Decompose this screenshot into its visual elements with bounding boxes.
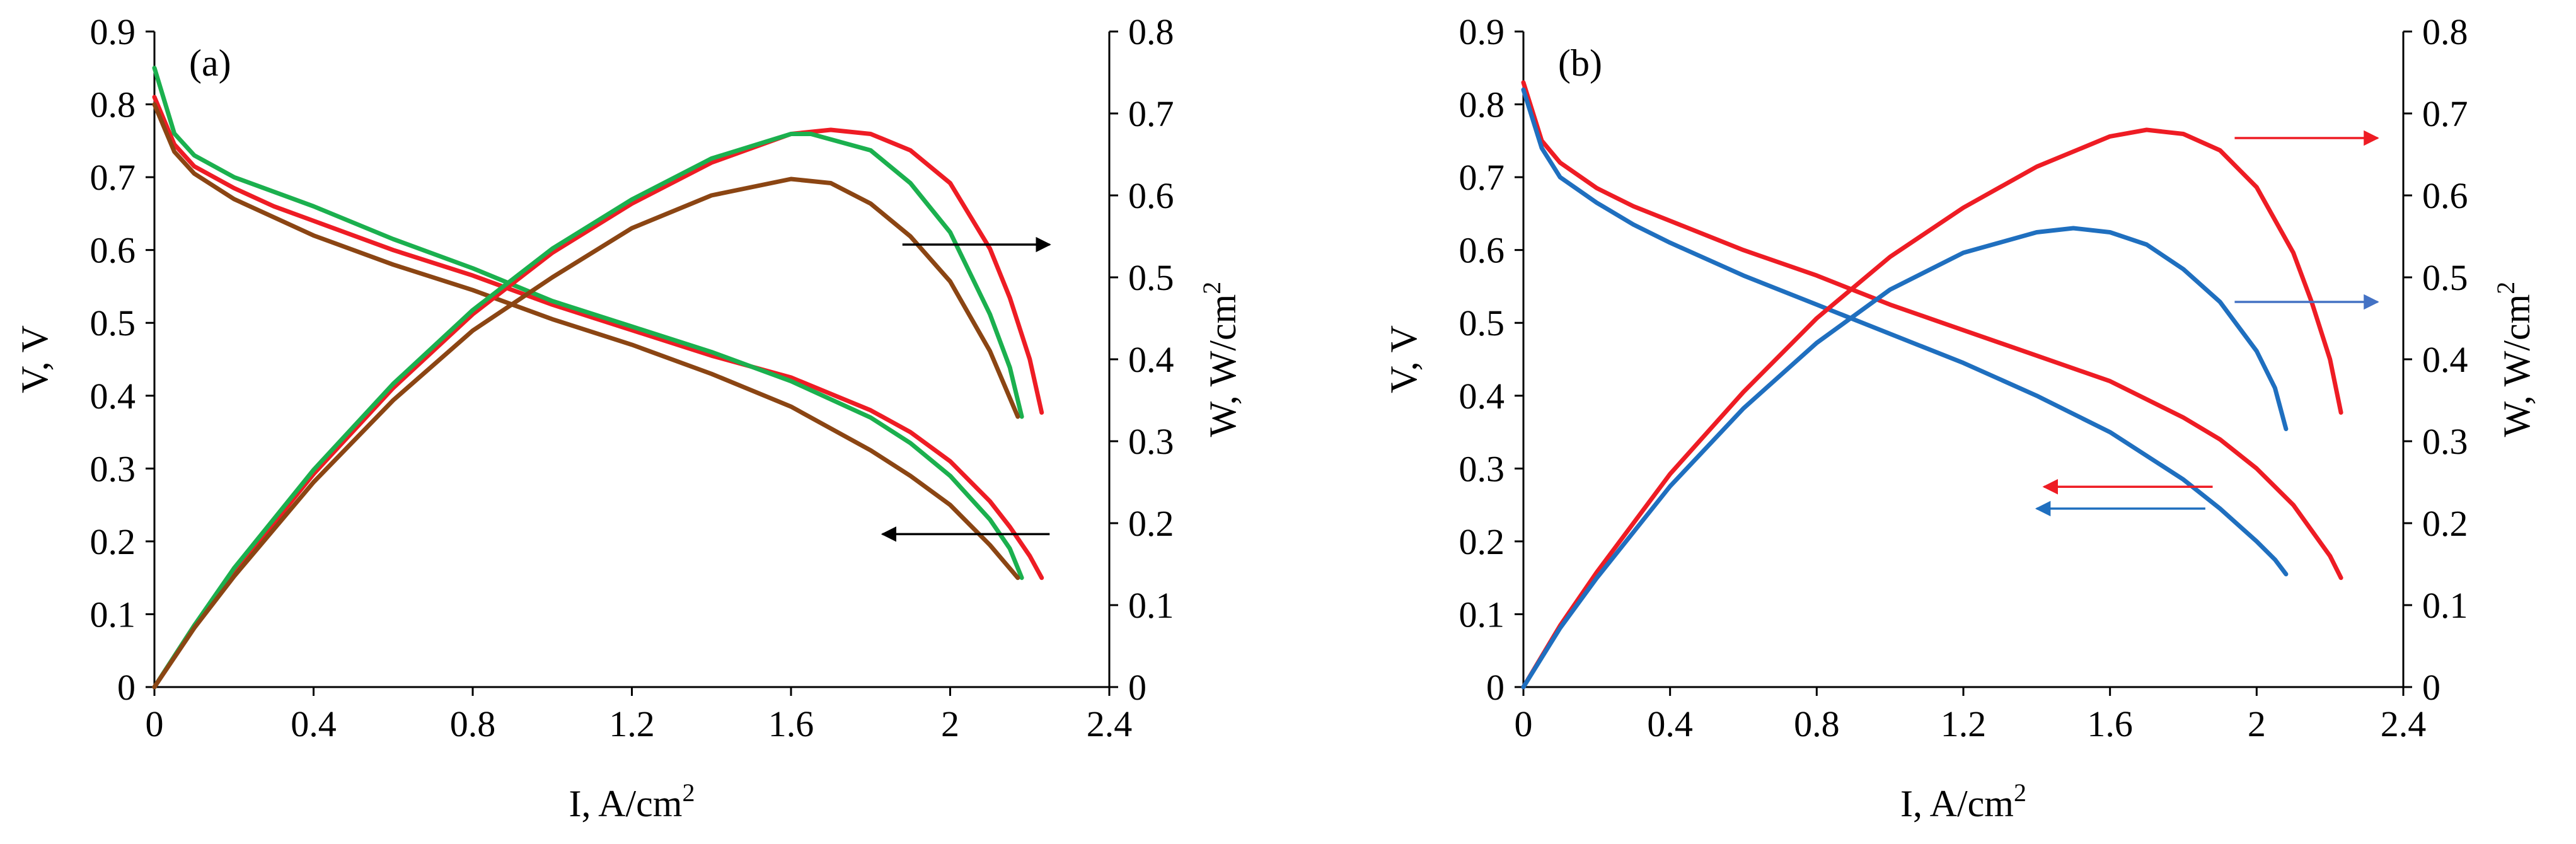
y2-tick-label: 0.3 xyxy=(2422,421,2468,462)
y-tick-label: 0.3 xyxy=(1459,448,1505,489)
y2-tick-label: 0.7 xyxy=(1128,93,1174,134)
panel-label: (b) xyxy=(1558,42,1602,84)
y-tick-label: 0.9 xyxy=(1459,11,1505,52)
series-green-power xyxy=(152,132,1024,690)
x-tick-label: 1.2 xyxy=(609,703,655,744)
y2-tick-label: 0.6 xyxy=(1128,175,1174,216)
y-tick-label: 0.2 xyxy=(1459,521,1505,562)
y2-axis-title-sup: 2 xyxy=(2492,282,2520,294)
series-blue-voltage xyxy=(1521,87,2289,577)
y-tick-label: 0.7 xyxy=(1459,157,1505,198)
series-green-voltage xyxy=(152,66,1024,581)
y-tick-label: 0.6 xyxy=(1459,230,1505,271)
y2-tick-label: 0.1 xyxy=(1128,585,1174,626)
y-tick-label: 0.1 xyxy=(90,594,136,635)
y2-tick-label: 0.2 xyxy=(1128,503,1174,544)
y-tick-label: 0.8 xyxy=(90,84,136,125)
series-blue-power xyxy=(1521,226,2289,690)
y2-tick-label: 0.2 xyxy=(2422,503,2468,544)
x-axis-title-sup: 2 xyxy=(682,778,695,807)
x-tick-label: 1.6 xyxy=(2087,703,2133,744)
y2-axis-title: W, W/cm2 xyxy=(2492,282,2538,437)
y-tick-label: 0 xyxy=(1486,667,1505,708)
x-tick-label: 2.4 xyxy=(2381,703,2427,744)
y-axis-title: V, V xyxy=(14,325,55,393)
x-tick-label: 1.2 xyxy=(1941,703,1987,744)
y-tick-label: 0.5 xyxy=(1459,303,1505,344)
y-tick-label: 0.8 xyxy=(1459,84,1505,125)
y-tick-label: 0.3 xyxy=(90,448,136,489)
x-axis-title-text: I, A/cm xyxy=(1900,783,2014,824)
x-axis-title: I, A/cm2 xyxy=(1900,778,2026,824)
y2-tick-label: 0.7 xyxy=(2422,93,2468,134)
series-brown-power xyxy=(152,176,1020,690)
y-tick-label: 0 xyxy=(117,667,136,708)
y2-tick-label: 0.1 xyxy=(2422,585,2468,626)
y-axis-title: V, V xyxy=(1383,325,1424,393)
x-tick-label: 0.8 xyxy=(1794,703,1840,744)
y2-tick-label: 0.8 xyxy=(2422,11,2468,52)
y2-axis-title-text: W, W/cm xyxy=(1202,294,1244,437)
x-tick-label: 2 xyxy=(941,703,959,744)
y2-tick-label: 0 xyxy=(2422,667,2440,708)
y-tick-label: 0.4 xyxy=(90,376,136,417)
x-tick-label: 1.6 xyxy=(768,703,814,744)
y2-tick-label: 0 xyxy=(1128,667,1146,708)
x-axis-title: I, A/cm2 xyxy=(569,778,695,824)
y2-axis-title-sup: 2 xyxy=(1198,282,1226,294)
y2-tick-label: 0.6 xyxy=(2422,175,2468,216)
x-tick-label: 2 xyxy=(2248,703,2266,744)
y2-tick-label: 0.4 xyxy=(2422,339,2468,380)
y-tick-label: 0.6 xyxy=(90,230,136,271)
x-tick-label: 0.4 xyxy=(1647,703,1693,744)
x-axis-title-sup: 2 xyxy=(2014,778,2026,807)
y2-axis-title: W, W/cm2 xyxy=(1198,282,1244,437)
y2-tick-label: 0.5 xyxy=(2422,257,2468,298)
x-tick-label: 0 xyxy=(1515,703,1533,744)
y-tick-label: 0.5 xyxy=(90,303,136,344)
y-tick-label: 0.7 xyxy=(90,157,136,198)
series-red-voltage xyxy=(1521,80,2343,581)
x-tick-label: 2.4 xyxy=(1087,703,1133,744)
y-tick-label: 0.1 xyxy=(1459,594,1505,635)
x-tick-label: 0 xyxy=(146,703,164,744)
panel-label: (a) xyxy=(189,42,231,84)
y2-tick-label: 0.3 xyxy=(1128,421,1174,462)
y-tick-label: 0.4 xyxy=(1459,376,1505,417)
x-tick-label: 0.8 xyxy=(450,703,496,744)
x-axis-title-text: I, A/cm xyxy=(569,783,683,824)
y-tick-label: 0.2 xyxy=(90,521,136,562)
y2-tick-label: 0.8 xyxy=(1128,11,1174,52)
series-red-power xyxy=(1521,127,2343,690)
chart-panel-a: 0 0.4 0.8 1.2 1.6 2 2.400.10.20.30.40.50.60.70… xyxy=(14,11,1244,824)
x-tick-label: 0.4 xyxy=(291,703,337,744)
y2-tick-label: 0.5 xyxy=(1128,257,1174,298)
y2-tick-label: 0.4 xyxy=(1128,339,1174,380)
series-red-voltage xyxy=(152,95,1044,581)
chart-panel-b: 0 0.4 0.8 1.2 1.6 2 2.400.10.20.30.40.50.60.70… xyxy=(1383,11,2538,824)
y-tick-label: 0.9 xyxy=(90,11,136,52)
y2-axis-title-text: W, W/cm xyxy=(2496,294,2538,437)
series-brown-voltage xyxy=(152,102,1020,581)
